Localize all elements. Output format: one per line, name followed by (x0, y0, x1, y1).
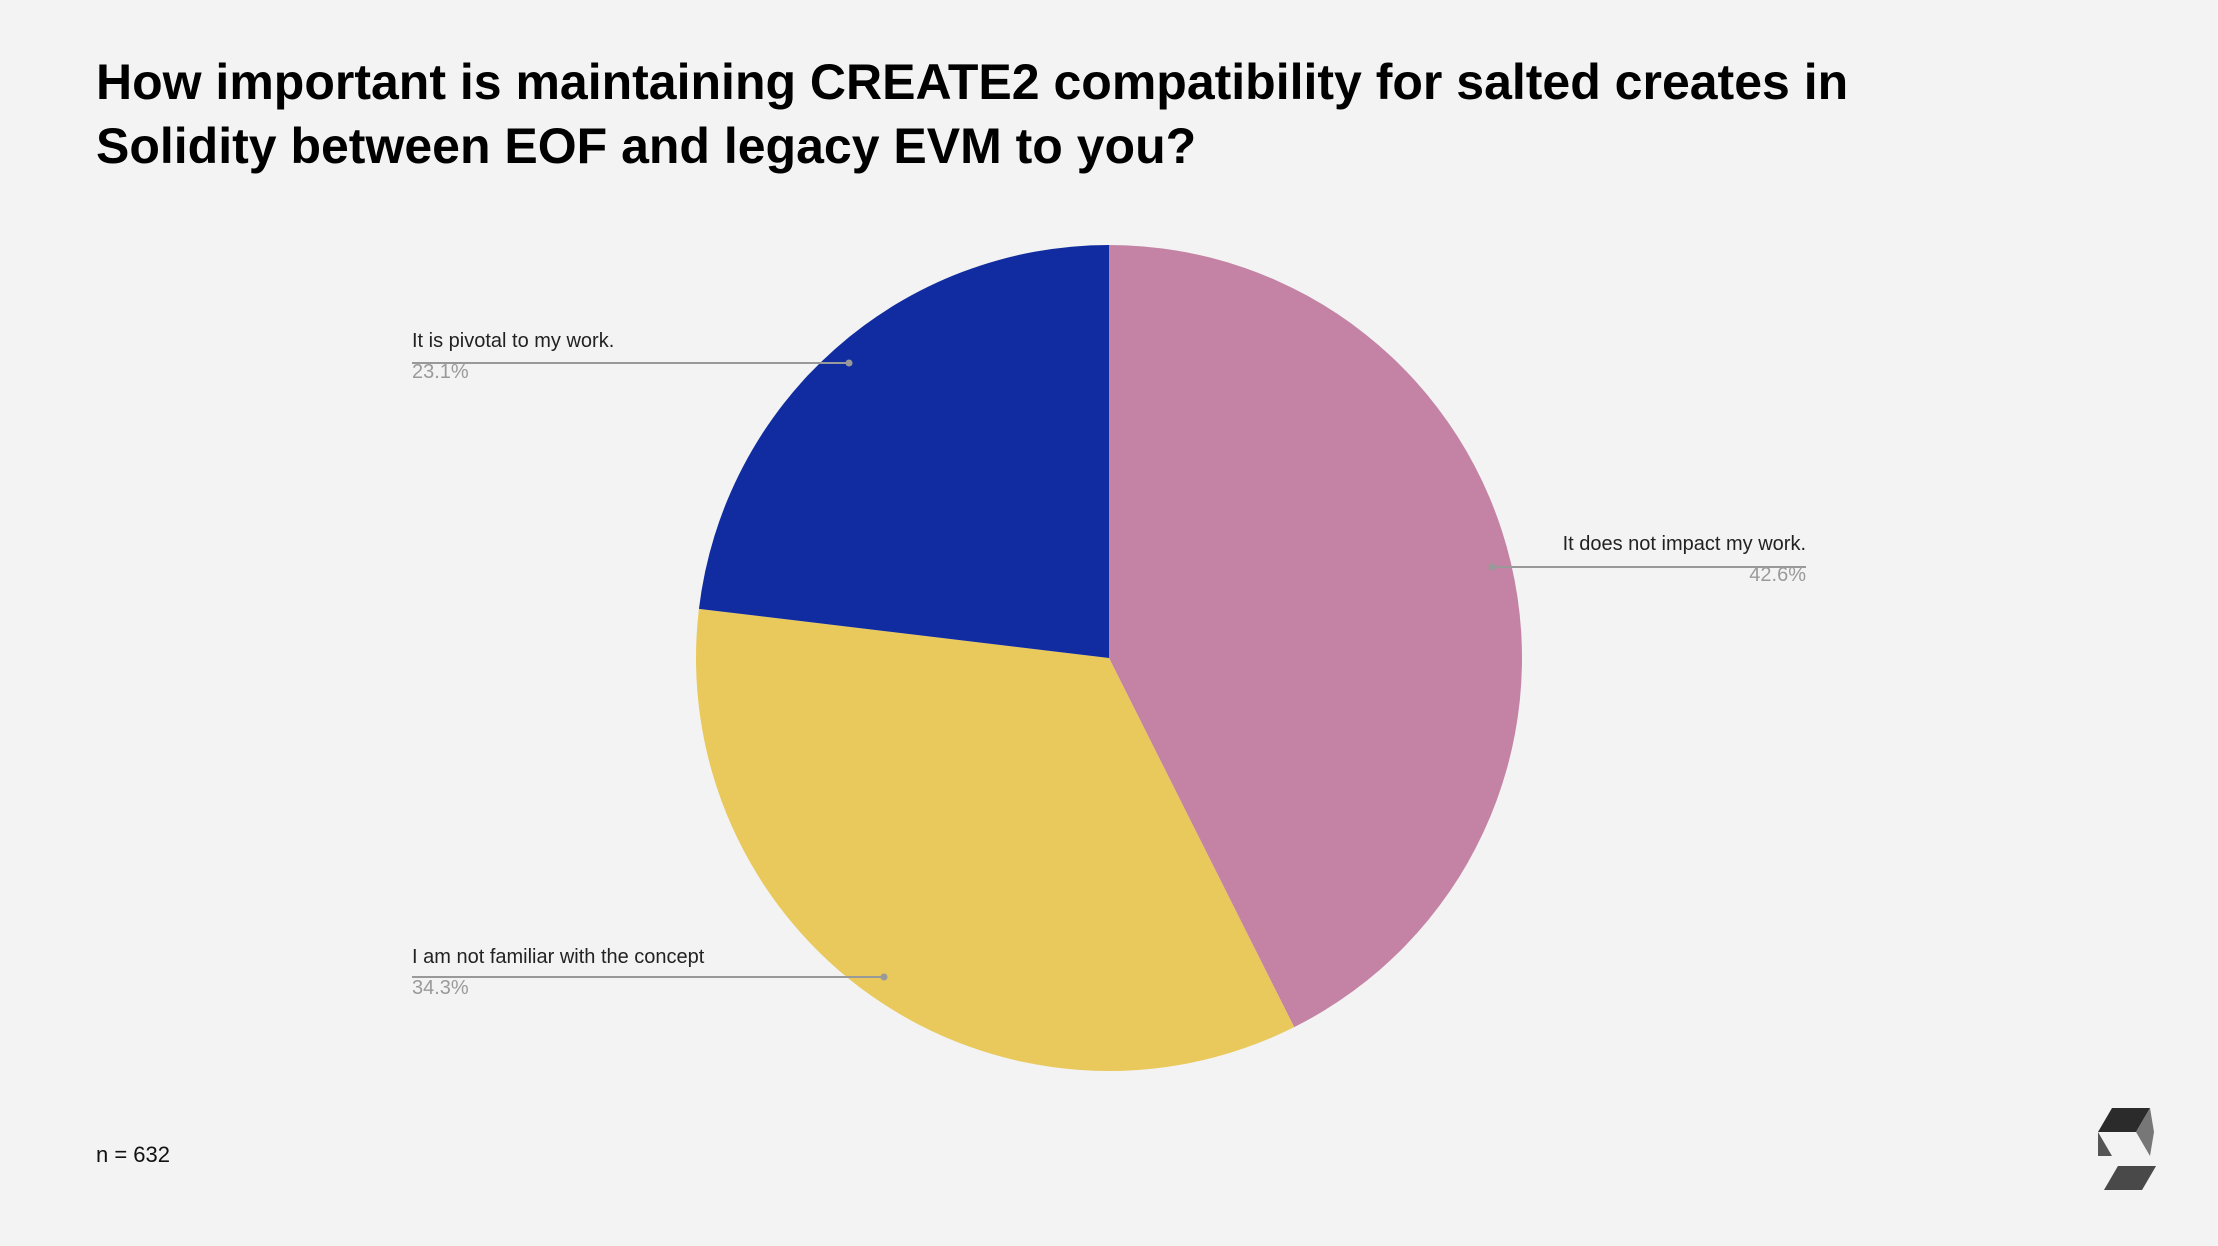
logo-part (2136, 1108, 2154, 1156)
slice-label: I am not familiar with the concept (412, 946, 705, 968)
pie-slice (1109, 245, 1523, 1028)
pie-slice (698, 245, 1109, 658)
slice-label: It is pivotal to my work. (412, 330, 614, 352)
slice-percent: 42.6% (1749, 564, 1806, 586)
logo-part (2104, 1166, 2156, 1190)
logo (2098, 1108, 2156, 1190)
chart-title: How important is maintaining CREATE2 com… (96, 54, 1848, 174)
slice-percent: 23.1% (412, 361, 469, 383)
leader-dot (880, 973, 888, 981)
logo-part (2098, 1108, 2150, 1132)
leader-dot (845, 359, 853, 367)
sample-size-note: n = 632 (96, 1142, 170, 1167)
slice-percent: 34.3% (412, 977, 469, 999)
slice-label: It does not impact my work. (1563, 533, 1806, 555)
logo-part (2098, 1132, 2112, 1156)
pie-slice (696, 608, 1295, 1071)
leader-dot (1488, 563, 1496, 571)
